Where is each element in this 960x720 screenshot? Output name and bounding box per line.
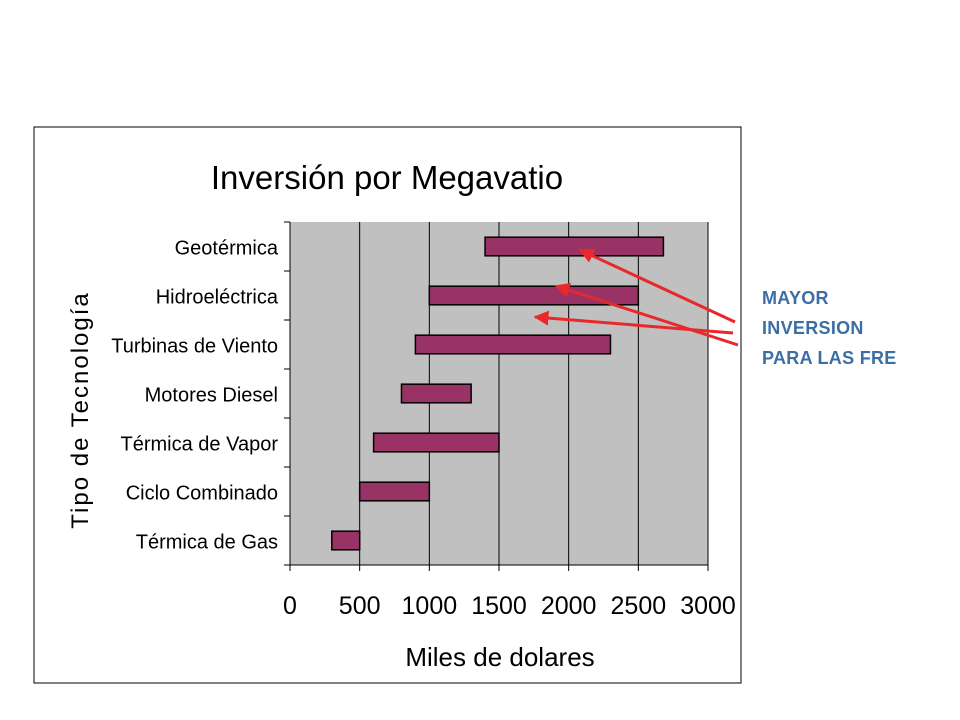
bars — [331, 236, 665, 551]
category-label: Motores Diesel — [145, 385, 278, 407]
category-label: Geotérmica — [175, 238, 279, 260]
x-axis-label: Miles de dolares — [405, 642, 594, 672]
arrow-to-hidroelectrica — [554, 283, 739, 347]
arrow-to-turbinas — [533, 310, 734, 335]
bar — [484, 236, 665, 257]
bar — [428, 285, 640, 306]
annotation-text: MAYOR INVERSION PARA LAS FRE — [762, 283, 897, 373]
category-label: Turbinas de Viento — [111, 336, 278, 358]
x-tick-labels: 0 500 1000 1500 2000 2500 3000 — [283, 592, 736, 620]
x-tick-label: 3000 — [680, 592, 736, 620]
category-label: Térmica de Vapor — [121, 434, 279, 456]
category-label: Hidroeléctrica — [156, 287, 279, 309]
annotation-line-2: INVERSION — [762, 318, 864, 338]
x-tick-label: 2000 — [541, 592, 597, 620]
bar — [400, 383, 472, 404]
bar — [331, 530, 361, 551]
annotation-line-1: MAYOR — [762, 288, 829, 308]
bar — [414, 334, 612, 355]
x-tick-label: 500 — [339, 592, 381, 620]
x-tick-label: 1000 — [402, 592, 458, 620]
category-label: Ciclo Combinado — [126, 483, 278, 505]
x-tick-label: 1500 — [471, 592, 527, 620]
x-tick-label: 0 — [283, 592, 297, 620]
category-label: Térmica de Gas — [136, 532, 278, 554]
x-tick-label: 2500 — [611, 592, 667, 620]
bar — [358, 481, 431, 502]
annotation-line-3: PARA LAS FRE — [762, 348, 897, 368]
arrow-to-geotermica — [578, 248, 736, 324]
y-axis-label: Tipo de Tecnología — [67, 291, 94, 528]
bar — [372, 432, 500, 453]
chart-title: Inversión por Megavatio — [211, 159, 563, 196]
annotation-arrows — [533, 248, 739, 347]
category-labels: Geotérmica Hidroeléctrica Turbinas de Vien… — [111, 238, 279, 554]
